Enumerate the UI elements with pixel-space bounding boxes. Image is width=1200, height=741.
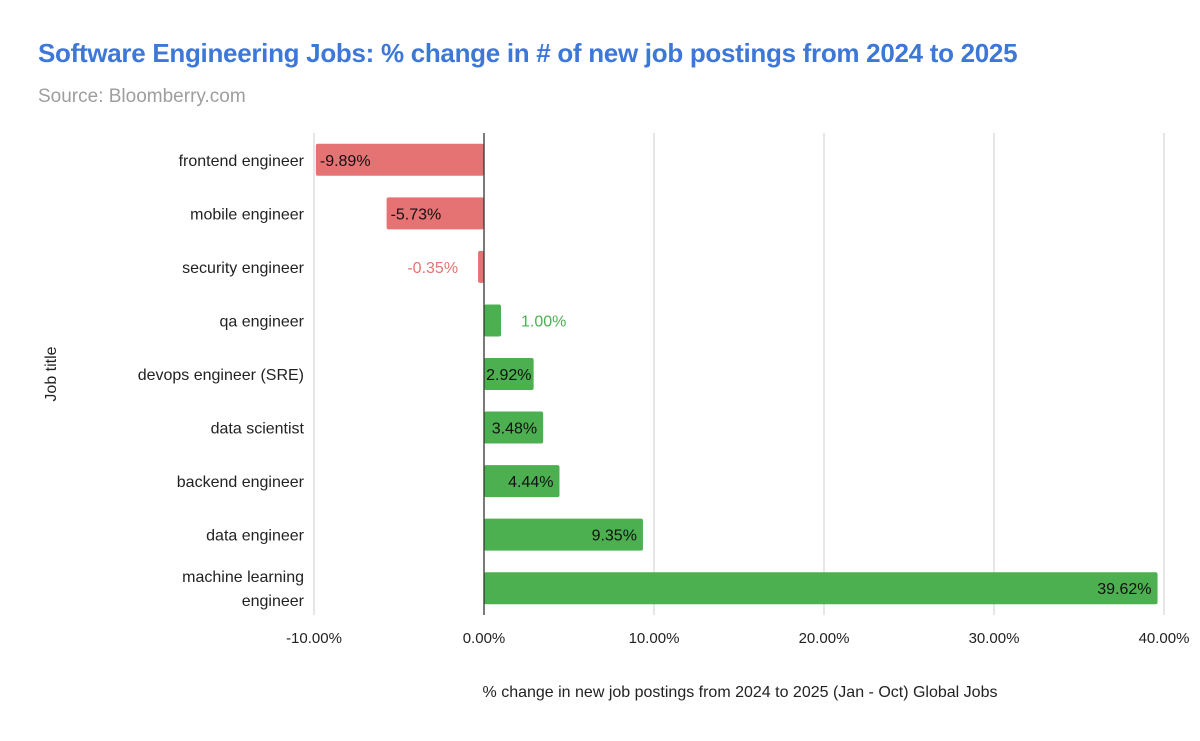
bar (386, 197, 484, 230)
y-tick-label: mobile engineer (190, 206, 305, 223)
x-tick-label: -10.00% (286, 630, 342, 647)
y-tick-label: machine learning (182, 569, 304, 586)
x-tick-label: 0.00% (463, 630, 506, 647)
y-tick-label: qa engineer (219, 313, 304, 330)
chart-subtitle: Source: Bloomberry.com (38, 86, 246, 107)
y-tick-label: data scientist (211, 421, 305, 438)
y-tick-label: data engineer (206, 528, 305, 545)
y-tick-label: frontend engineer (179, 153, 305, 170)
x-axis-title: % change in new job postings from 2024 t… (483, 684, 998, 701)
bar (484, 304, 501, 337)
data-label: 3.48% (492, 421, 537, 438)
data-label: -9.89% (320, 153, 371, 170)
data-label: -0.35% (407, 260, 458, 277)
x-tick-label: 10.00% (629, 630, 680, 647)
y-axis-title: Job title (43, 346, 60, 401)
data-label: 2.92% (486, 367, 531, 384)
bar (484, 465, 560, 498)
bar (315, 143, 484, 176)
bar (484, 411, 544, 444)
bar (484, 518, 643, 551)
bar (478, 250, 484, 283)
x-tick-label: 20.00% (799, 630, 850, 647)
x-tick-label: 40.00% (1139, 630, 1190, 647)
y-tick-label: devops engineer (SRE) (138, 367, 304, 384)
data-label: 4.44% (508, 474, 553, 491)
bar (484, 572, 1158, 605)
data-label: 1.00% (521, 313, 566, 330)
x-tick-label: 30.00% (969, 630, 1020, 647)
y-tick-label: backend engineer (177, 474, 305, 491)
bar (484, 358, 534, 390)
data-label: -5.73% (391, 206, 442, 223)
y-tick-label: security engineer (182, 260, 305, 277)
data-label: 9.35% (592, 528, 637, 545)
data-label: 39.62% (1097, 581, 1151, 598)
y-tick-label: engineer (242, 593, 305, 610)
chart-title: Software Engineering Jobs: % change in #… (38, 38, 1018, 68)
